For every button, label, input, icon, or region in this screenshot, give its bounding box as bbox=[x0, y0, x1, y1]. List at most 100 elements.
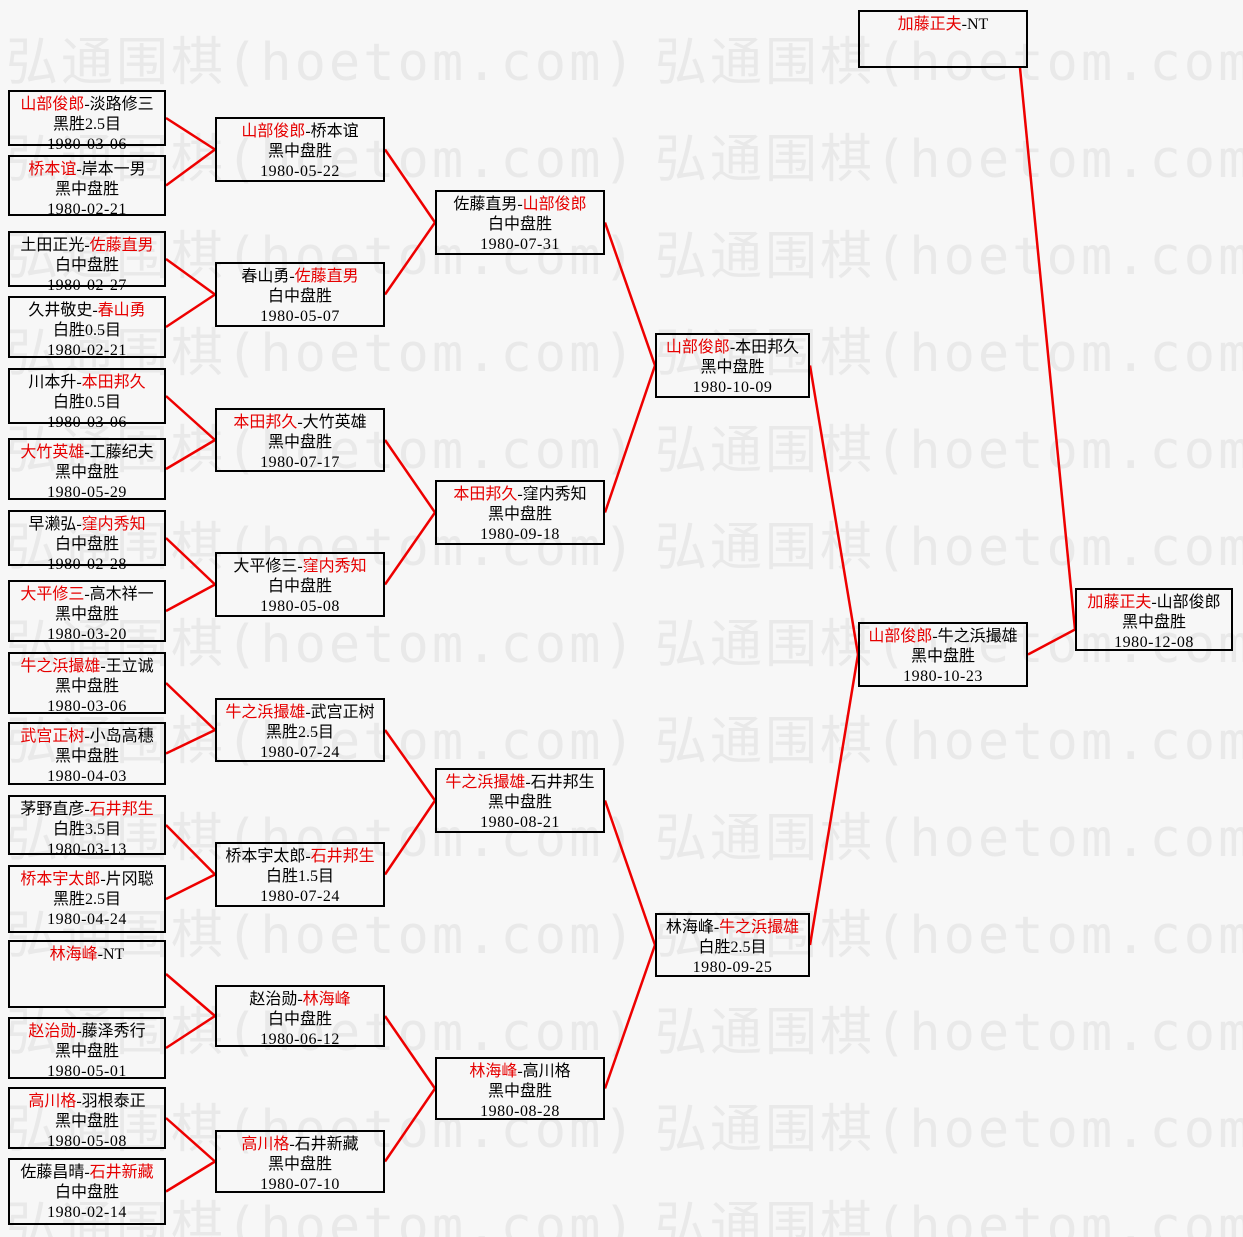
match-players-line: 赵治勋-藤泽秀行 bbox=[10, 1022, 164, 1042]
match-players-line: 大竹英雄-工藤纪夫 bbox=[10, 443, 164, 463]
player-separator: - bbox=[84, 237, 90, 254]
match-result: 黑胜2.5目 bbox=[52, 891, 121, 908]
loser-player-name: 牛之浜撮雄 bbox=[937, 628, 1018, 645]
match-date: 1980-02-14 bbox=[47, 1204, 127, 1221]
match-result: 黑中盘胜 bbox=[910, 648, 975, 665]
match-players-line: 桥本谊-岸本一男 bbox=[10, 160, 164, 180]
winner-player-name: 牛之浜撮雄 bbox=[225, 704, 306, 721]
match-players-line: 山部俊郎-淡路修三 bbox=[10, 95, 164, 115]
bracket-line bbox=[165, 148, 216, 187]
bracket-line bbox=[603, 222, 657, 366]
winner-player-name: 山部俊郎 bbox=[522, 196, 587, 213]
loser-player-name: NT bbox=[967, 16, 989, 33]
match-box-r1b4: 久井敬史-春山勇 白胜0.5目 1980-02-21 bbox=[8, 296, 166, 359]
bracket-line bbox=[165, 257, 216, 296]
loser-player-name: 早濑弘 bbox=[28, 516, 77, 533]
match-box-r2b1: 山部俊郎-桥本谊 黑中盘胜 1980-05-22 bbox=[215, 117, 385, 182]
winner-player-name: 桥本谊 bbox=[28, 161, 77, 178]
winner-player-name: 加藤正夫 bbox=[1087, 594, 1152, 611]
match-result: 黑中盘胜 bbox=[267, 434, 332, 451]
loser-player-name: 高川格 bbox=[522, 1063, 571, 1080]
winner-player-name: 本田邦久 bbox=[453, 486, 518, 503]
match-players-line: 高川格-石井新藏 bbox=[217, 1135, 383, 1155]
winner-player-name: 林海峰 bbox=[49, 946, 98, 963]
player-separator: - bbox=[305, 704, 311, 721]
loser-player-name: 桥本谊 bbox=[310, 123, 359, 140]
match-players-line: 牛之浜撮雄-王立诚 bbox=[10, 657, 164, 677]
match-box-r1b15: 高川格-羽根泰正 黑中盘胜 1980-05-08 bbox=[8, 1087, 166, 1150]
match-box-r3b4: 林海峰-高川格 黑中盘胜 1980-08-28 bbox=[435, 1057, 605, 1120]
winner-player-name: 石井新藏 bbox=[89, 1164, 154, 1181]
match-box-r1b12: 桥本宇太郎-片冈聪 黑胜2.5目 1980-04-24 bbox=[8, 865, 166, 933]
match-date: 1980-04-24 bbox=[47, 911, 127, 928]
winner-player-name: 高川格 bbox=[241, 1136, 290, 1153]
match-players-line: 山部俊郎-牛之浜撮雄 bbox=[860, 627, 1026, 647]
match-result: 白中盘胜 bbox=[54, 1184, 119, 1201]
match-result: 黑中盘胜 bbox=[54, 606, 119, 623]
match-date: 1980-02-27 bbox=[47, 277, 127, 294]
player-separator: - bbox=[305, 848, 311, 865]
match-box-r1b7: 早濑弘-窪内秀知 白中盘胜 1980-02-28 bbox=[8, 510, 166, 573]
match-box-r2b8: 高川格-石井新藏 黑中盘胜 1980-07-10 bbox=[215, 1130, 385, 1193]
loser-player-name: 王立诚 bbox=[105, 658, 154, 675]
winner-player-name: 山部俊郎 bbox=[665, 339, 730, 356]
winner-player-name: 石井邦生 bbox=[310, 848, 375, 865]
winner-player-name: 窪内秀知 bbox=[302, 558, 367, 575]
match-players-line: 山部俊郎-本田邦久 bbox=[657, 338, 808, 358]
winner-player-name: 武宫正树 bbox=[20, 728, 85, 745]
match-players-line: 高川格-羽根泰正 bbox=[10, 1092, 164, 1112]
match-date: 1980-07-17 bbox=[260, 454, 340, 471]
match-result: 白胜0.5目 bbox=[52, 394, 121, 411]
match-box-r1b11: 茅野直彦-石井邦生 白胜3.5目 1980-03-13 bbox=[8, 795, 166, 858]
match-date: 1980-05-29 bbox=[47, 484, 127, 501]
match-date: 1980-02-28 bbox=[47, 556, 127, 573]
loser-player-name: NT bbox=[103, 946, 125, 963]
player-separator: - bbox=[713, 919, 720, 936]
bracket-line bbox=[165, 116, 216, 151]
bracket-line bbox=[165, 1117, 216, 1163]
match-players-line: 茅野直彦-石井邦生 bbox=[10, 800, 164, 820]
match-box-r2b4: 大平修三-窪内秀知 白中盘胜 1980-05-08 bbox=[215, 552, 385, 617]
match-date: 1980-09-18 bbox=[480, 526, 560, 543]
match-box-r1b13: 林海峰-NT bbox=[8, 940, 166, 1008]
match-box-r5b1: 山部俊郎-牛之浜撮雄 黑中盘胜 1980-10-23 bbox=[858, 622, 1028, 687]
match-result: 黑中盘胜 bbox=[487, 506, 552, 523]
player-separator: - bbox=[305, 123, 311, 140]
match-result: 白中盘胜 bbox=[487, 216, 552, 233]
winner-player-name: 桥本宇太郎 bbox=[20, 871, 101, 888]
match-box-r1b9: 牛之浜撮雄-王立诚 黑中盘胜 1980-03-06 bbox=[8, 652, 166, 715]
match-box-r2b5: 牛之浜撮雄-武宫正树 黑胜2.5目 1980-07-24 bbox=[215, 698, 385, 762]
loser-player-name: 高木祥一 bbox=[89, 586, 154, 603]
match-players-line: 加藤正夫-山部俊郎 bbox=[1077, 593, 1231, 613]
match-players-line: 久井敬史-春山勇 bbox=[10, 301, 164, 321]
loser-player-name: 久井敬史 bbox=[28, 302, 93, 319]
player-separator: - bbox=[961, 16, 967, 33]
match-date: 1980-05-08 bbox=[47, 1133, 127, 1150]
match-box-nt: 加藤正夫-NT bbox=[858, 10, 1028, 68]
loser-player-name: 石井邦生 bbox=[530, 774, 595, 791]
bracket-line bbox=[383, 1015, 437, 1090]
player-separator: - bbox=[84, 96, 90, 113]
loser-player-name: 岸本一男 bbox=[81, 161, 146, 178]
match-box-r3b2: 本田邦久-窪内秀知 黑中盘胜 1980-09-18 bbox=[435, 480, 605, 545]
match-box-r3b3: 牛之浜撮雄-石井邦生 黑中盘胜 1980-08-21 bbox=[435, 768, 605, 833]
match-box-r1b2: 桥本谊-岸本一男 黑中盘胜 1980-02-21 bbox=[8, 155, 166, 218]
bracket-line bbox=[1018, 67, 1077, 630]
match-players-line: 赵治勋-林海峰 bbox=[217, 990, 383, 1010]
loser-player-name: 佐藤直男 bbox=[453, 196, 518, 213]
match-players-line: 林海峰-高川格 bbox=[437, 1062, 603, 1082]
match-result: 黑中盘胜 bbox=[267, 1156, 332, 1173]
match-date: 1980-02-21 bbox=[47, 201, 127, 218]
winner-player-name: 高川格 bbox=[28, 1093, 77, 1110]
loser-player-name: 羽根泰正 bbox=[81, 1093, 146, 1110]
match-result: 黑中盘胜 bbox=[1121, 614, 1186, 631]
player-separator: - bbox=[84, 1164, 90, 1181]
loser-player-name: 工藤纪夫 bbox=[89, 444, 154, 461]
match-players-line: 佐藤直男-山部俊郎 bbox=[437, 195, 603, 215]
match-result: 黑中盘胜 bbox=[54, 678, 119, 695]
match-date: 1980-03-13 bbox=[47, 841, 127, 858]
match-players-line: 桥本宇太郎-片冈聪 bbox=[10, 870, 164, 890]
bracket-line bbox=[383, 148, 437, 224]
